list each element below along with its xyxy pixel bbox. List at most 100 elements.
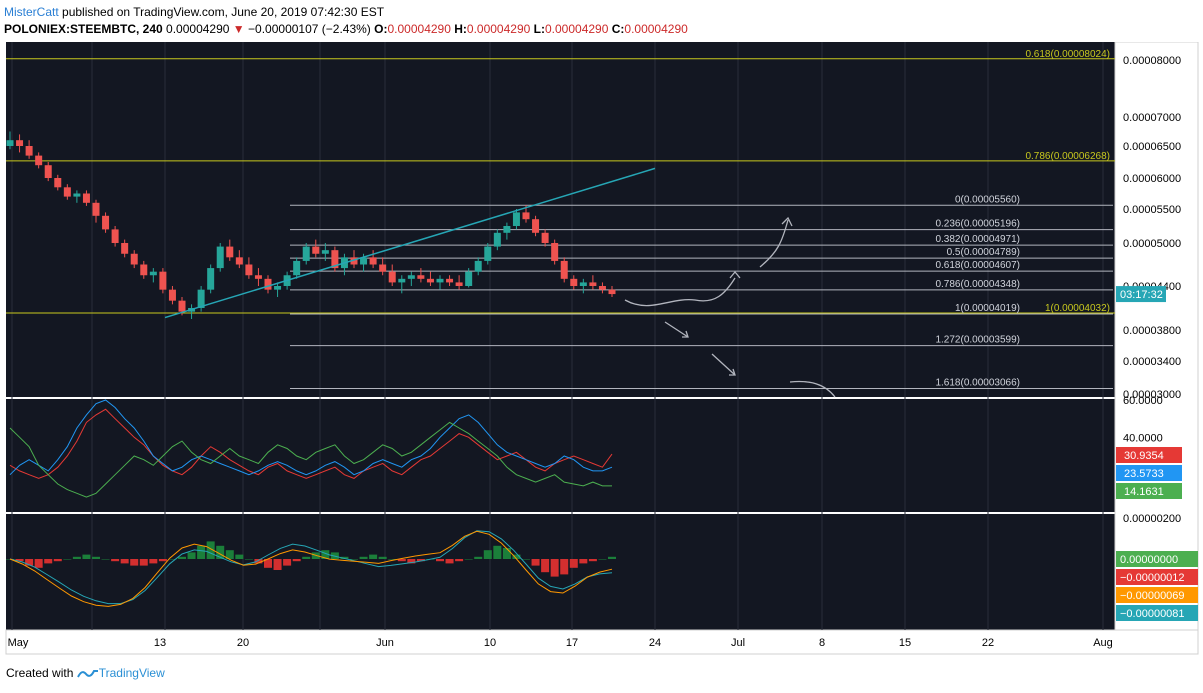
macd-badge-label-2: −0.00000069 (1120, 590, 1185, 602)
macd-hist-19 (187, 552, 196, 559)
macd-hist-52 (502, 548, 511, 559)
time-label-8: 8 (819, 637, 825, 649)
fib-level-label-2: 0.382(0.00004971) (935, 234, 1020, 245)
time-label-6: 24 (649, 637, 661, 649)
candle-body-47 (455, 282, 463, 286)
candle-body-4 (44, 165, 52, 178)
macd-hist-13 (130, 559, 139, 566)
candle-body-23 (226, 246, 234, 258)
osc-series-2 (9, 421, 612, 498)
macd-hist-35 (340, 556, 349, 559)
macd-hist-42 (407, 559, 416, 564)
symbol-label[interactable]: POLONIEX:STEEMBTC, 240 (4, 22, 163, 36)
macd-hist-28 (273, 559, 282, 570)
candle-body-63 (608, 289, 616, 295)
macd-hist-51 (493, 545, 502, 559)
chart-header: MisterCatt published on TradingView.com,… (4, 4, 1199, 40)
macd-badge-1 (1116, 569, 1198, 585)
candle-body-3 (35, 155, 43, 166)
macd-badge-0 (1116, 551, 1198, 567)
candle-body-30 (293, 260, 301, 276)
candle-body-56 (541, 232, 549, 243)
macd-hist-56 (541, 559, 550, 573)
macd-hist-15 (149, 559, 158, 564)
candle-body-7 (73, 193, 81, 197)
time-axis (5, 629, 1199, 655)
macd-hist-49 (474, 556, 483, 559)
candle-body-26 (254, 275, 262, 279)
macd-hist-22 (216, 545, 225, 559)
price-tick-8: 0.00003400 (1123, 356, 1181, 368)
tradingview-link[interactable]: TradingView (98, 666, 165, 680)
macd-hist-48 (464, 559, 473, 560)
candle-body-37 (360, 257, 368, 265)
countdown-label: 03:17:32 (1120, 289, 1163, 301)
osc-tick-1: 40.0000 (1123, 432, 1163, 444)
candle-body-55 (532, 219, 540, 233)
chart-canvas[interactable]: 0.618(0.00008024) 0.786(0.00006268) 1(0.00… (0, 42, 1203, 662)
candle-body-57 (551, 243, 559, 261)
author-link[interactable]: MisterCatt (4, 5, 59, 19)
candle-body-33 (321, 250, 329, 254)
macd-hist-55 (531, 559, 540, 566)
candle-body-2 (25, 146, 33, 156)
candle-body-62 (598, 286, 606, 290)
time-label-2: 20 (237, 637, 249, 649)
candle-body-42 (407, 275, 415, 279)
macd-hist-25 (244, 559, 253, 560)
price-axis (1114, 42, 1199, 631)
publish-line: MisterCatt published on TradingView.com,… (4, 4, 1199, 20)
fib-yellow-label-0: 0.618(0.00008024) (1025, 49, 1110, 60)
candle-body-58 (560, 260, 568, 279)
price-tick-4: 0.00005500 (1123, 204, 1181, 216)
macd-hist-5 (53, 559, 62, 562)
price-tick-1: 0.00007000 (1123, 112, 1181, 124)
price-pane (6, 42, 1115, 397)
candle-body-1 (16, 140, 24, 146)
osc-badge-label-2: 14.1631 (1124, 486, 1164, 498)
macd-hist-18 (178, 556, 186, 559)
macd-hist-12 (120, 559, 129, 564)
candle-body-39 (379, 264, 387, 272)
macd-badge-label-3: −0.00000081 (1120, 608, 1185, 620)
macd-hist-37 (359, 556, 368, 559)
fib-level-label-5: 0.786(0.00004348) (935, 279, 1020, 290)
time-label-7: Jul (731, 637, 745, 649)
price-tick-2: 0.00006500 (1123, 141, 1181, 153)
time-label-10: 22 (982, 637, 994, 649)
macd-hist-11 (111, 559, 120, 562)
candle-body-5 (54, 178, 62, 188)
candle-body-11 (111, 229, 119, 243)
macd-badge-label-1: −0.00000012 (1120, 572, 1185, 584)
macd-hist-24 (235, 554, 244, 559)
macd-hist-14 (139, 559, 148, 566)
price-change: −0.00000107 (−2.43%) (248, 22, 371, 36)
candle-body-22 (216, 246, 224, 269)
osc-series-1 (9, 399, 613, 476)
macd-hist-54 (522, 559, 530, 560)
candle-body-0 (6, 140, 14, 146)
time-label-0: May (8, 637, 29, 649)
candle-body-36 (350, 257, 358, 265)
candle-body-13 (130, 253, 138, 265)
footer: Created with TradingView (6, 666, 165, 686)
macd-line-1 (9, 530, 613, 607)
macd-hist-9 (92, 556, 100, 559)
created-with-label: Created with (6, 666, 74, 680)
macd-hist-1 (15, 559, 24, 562)
macd-hist-4 (44, 559, 53, 564)
down-arrow-icon: ▼ (232, 22, 245, 36)
macd-badge-label-0: 0.00000000 (1120, 554, 1178, 566)
macd-hist-33 (321, 550, 330, 559)
osc-badge-label-1: 23.5733 (1124, 468, 1164, 480)
tradingview-logo-icon (76, 669, 98, 678)
candle-body-43 (417, 275, 425, 279)
candle-body-21 (207, 268, 215, 290)
candle-body-53 (512, 212, 520, 226)
macd-hist-16 (158, 559, 167, 562)
candle-body-52 (503, 226, 511, 233)
low-label: L: (533, 22, 545, 36)
candle-body-46 (446, 278, 454, 283)
candle-body-24 (235, 257, 243, 265)
candle-body-9 (92, 202, 100, 216)
